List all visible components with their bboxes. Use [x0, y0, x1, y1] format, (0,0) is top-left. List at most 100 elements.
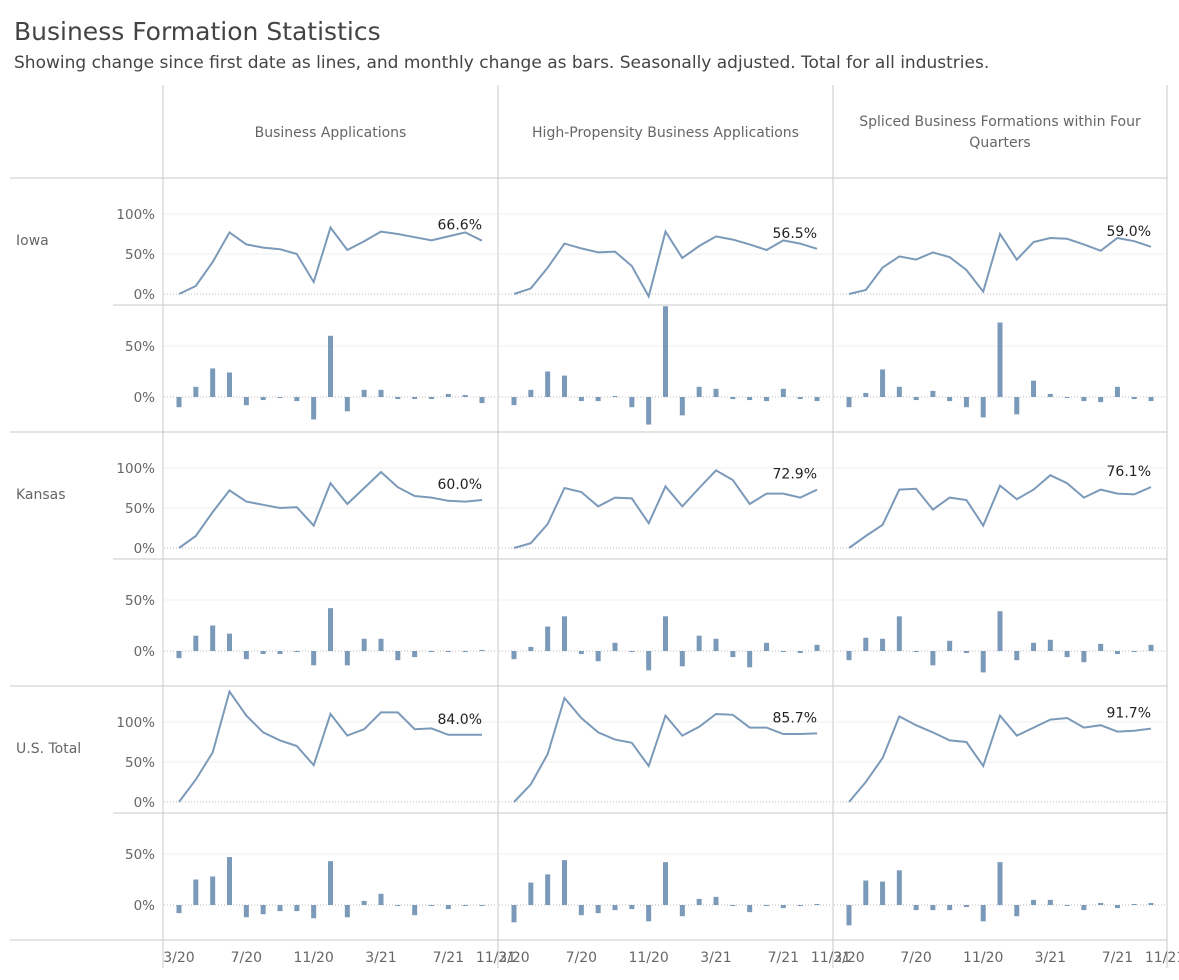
bar [1114, 905, 1120, 909]
y-tick-label: 0% [134, 390, 156, 406]
bar [913, 905, 919, 911]
bar [378, 389, 384, 397]
bar [997, 322, 1003, 397]
bar [947, 640, 953, 651]
column-header: High-Propensity Business Applications [532, 125, 799, 141]
bar [479, 905, 485, 906]
bar [997, 862, 1003, 905]
bar [528, 389, 534, 397]
bar [730, 905, 736, 907]
bar [176, 905, 182, 914]
bar [210, 876, 216, 905]
bar [545, 626, 551, 651]
bar [663, 306, 668, 397]
bar [1064, 905, 1070, 906]
bar [562, 860, 567, 905]
bar [445, 651, 451, 652]
panel-u-s-total-1: 85.7% [511, 695, 820, 923]
y-tick-label: 0% [134, 541, 156, 557]
bar [947, 397, 953, 402]
bar [663, 862, 668, 905]
panel-iowa-2: 59.0% [846, 224, 1154, 418]
bar [913, 651, 919, 653]
bar [361, 389, 367, 397]
bar [361, 900, 367, 905]
bar [210, 625, 216, 651]
bar [294, 905, 300, 912]
x-tick-label: 3/20 [498, 950, 529, 966]
bar [311, 651, 317, 666]
bar [930, 390, 936, 397]
bar [896, 616, 902, 651]
bar [378, 638, 384, 651]
bar [880, 369, 886, 397]
bar [528, 882, 534, 905]
last-value-label: 84.0% [438, 712, 482, 728]
bar [1047, 393, 1053, 397]
x-tick-label: 11/20 [628, 950, 668, 966]
y-tick-label: 50% [125, 339, 155, 355]
bar [277, 905, 283, 912]
x-tick-label: 3/21 [1035, 950, 1066, 966]
bar [210, 368, 216, 397]
bar [328, 608, 333, 651]
bar [846, 397, 852, 408]
bar [880, 881, 886, 905]
bar [780, 651, 786, 652]
row-header: Kansas [16, 487, 66, 503]
bar [646, 397, 652, 425]
bar [764, 905, 769, 906]
panel-iowa-1: 56.5% [511, 226, 820, 425]
bar [1031, 642, 1037, 651]
bar [1098, 397, 1104, 403]
bar [696, 386, 702, 397]
bar [896, 870, 902, 905]
bar [1131, 397, 1137, 400]
panel-iowa-0: 66.6% [176, 218, 485, 420]
bar [311, 397, 317, 420]
bar [429, 397, 434, 400]
bar [814, 644, 820, 651]
bar [713, 896, 719, 905]
bar [412, 651, 418, 658]
bar [713, 388, 719, 397]
bar [395, 905, 401, 907]
series-line [178, 689, 482, 803]
x-tick-label: 11/21 [811, 950, 851, 966]
y-tick-label: 100% [116, 207, 155, 223]
y-tick-label: 0% [134, 287, 156, 303]
bar [846, 905, 852, 926]
x-tick-label: 3/21 [700, 950, 731, 966]
last-value-label: 72.9% [773, 467, 817, 483]
last-value-label: 56.5% [773, 226, 817, 242]
bar [747, 651, 753, 668]
bar [429, 905, 434, 906]
bar [243, 397, 249, 406]
bar [679, 651, 685, 667]
bar [311, 905, 317, 919]
bar [1014, 651, 1020, 661]
panel-kansas-0: 60.0% [176, 470, 485, 666]
bar [679, 397, 685, 416]
bar [1098, 643, 1104, 651]
series-line [848, 713, 1152, 803]
bar [243, 651, 249, 660]
bar [344, 651, 350, 666]
bar [747, 397, 753, 401]
bar [462, 905, 468, 906]
y-tick-label: 50% [125, 847, 155, 863]
bar [227, 857, 232, 905]
bar [528, 646, 534, 651]
bar [1131, 651, 1137, 653]
series-line [848, 474, 1152, 549]
bar [277, 651, 283, 655]
bar [294, 397, 300, 402]
x-tick-label: 7/21 [433, 950, 464, 966]
panel-u-s-total-0: 84.0% [176, 689, 485, 919]
column-header-line: Quarters [969, 135, 1030, 151]
last-value-label: 60.0% [438, 477, 482, 493]
bar [260, 905, 266, 915]
bar [1131, 903, 1137, 905]
series-line [848, 231, 1152, 295]
bar [479, 649, 485, 651]
